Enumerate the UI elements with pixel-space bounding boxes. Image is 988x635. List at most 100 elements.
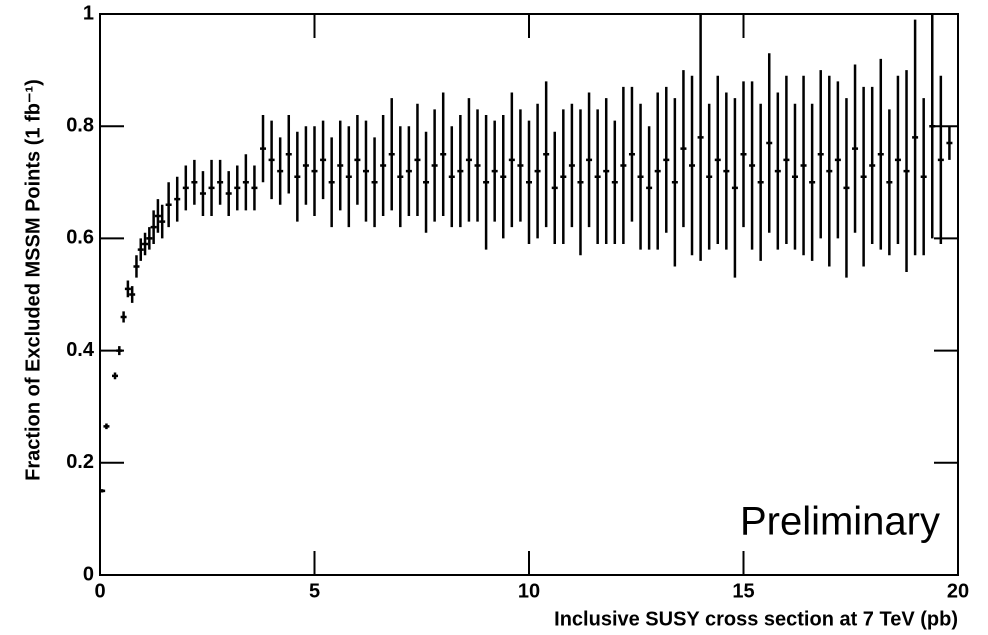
error-bar (894, 75, 901, 245)
error-bar (457, 114, 464, 228)
error-bar (628, 86, 635, 222)
error-bar (199, 171, 206, 216)
y-tick-label: 0.4 (66, 339, 95, 361)
error-bar (946, 126, 953, 160)
error-bar (869, 86, 876, 245)
error-bar (852, 64, 859, 233)
error-bar (560, 109, 567, 245)
error-bar (285, 114, 292, 194)
error-bar (337, 120, 344, 211)
error-bar (380, 114, 387, 216)
error-bar (146, 227, 153, 250)
error-bar (551, 131, 558, 245)
error-bar (112, 372, 119, 380)
error-bar (646, 126, 653, 250)
error-bar (843, 98, 850, 278)
error-bar (208, 159, 215, 216)
error-bar (671, 98, 678, 267)
error-bar (912, 19, 919, 256)
error-bar (165, 182, 172, 228)
error-bar (251, 165, 258, 211)
error-bar (354, 114, 361, 205)
error-bar (654, 92, 661, 250)
error-bar (277, 137, 284, 205)
error-bar (689, 75, 696, 256)
error-bar (133, 255, 140, 278)
error-bar (568, 103, 575, 228)
x-tick-label: 20 (947, 580, 969, 602)
error-bar (783, 75, 790, 245)
error-bar (414, 103, 421, 216)
error-bar (217, 159, 224, 205)
error-bar (260, 114, 267, 183)
error-bar (809, 103, 816, 261)
error-bar (860, 86, 867, 267)
error-bar (103, 423, 110, 430)
error-bar (397, 126, 404, 228)
error-bar (302, 126, 309, 205)
error-bar (594, 109, 601, 245)
error-bar (706, 103, 713, 250)
error-bar (388, 98, 395, 211)
error-bar (620, 86, 627, 245)
x-axis-title: Inclusive SUSY cross section at 7 TeV (p… (554, 608, 958, 630)
error-bar (234, 165, 241, 211)
error-bar (150, 210, 157, 245)
y-tick-label: 1 (83, 2, 94, 24)
error-bar (174, 176, 181, 222)
annotation: Preliminary (740, 500, 940, 544)
error-bar (431, 109, 438, 222)
error-bar (697, 14, 704, 261)
error-bar (663, 86, 670, 233)
error-bar (294, 131, 301, 222)
x-tick-label: 15 (732, 580, 754, 602)
error-bar (577, 109, 584, 256)
error-bar (800, 75, 807, 256)
error-bar (345, 126, 352, 228)
x-tick-label: 0 (94, 580, 105, 602)
error-bar (714, 75, 721, 245)
error-bar (723, 92, 730, 250)
error-bar (920, 98, 927, 256)
x-tick-label: 5 (309, 580, 320, 602)
error-bar (791, 103, 798, 250)
error-bar (877, 58, 884, 250)
error-bar (142, 232, 149, 256)
error-bar (311, 126, 318, 216)
error-bar (517, 109, 524, 222)
error-bar (586, 92, 593, 228)
error-bar (100, 489, 106, 493)
y-tick-label: 0.2 (66, 451, 94, 473)
error-bar (757, 103, 764, 261)
error-bar (191, 159, 198, 205)
error-bar (320, 120, 327, 200)
error-bar (508, 92, 515, 228)
error-bar (731, 98, 738, 278)
error-bar (371, 137, 378, 228)
y-tick-label: 0.8 (66, 114, 94, 136)
error-bar (543, 81, 550, 228)
error-bar (483, 114, 490, 250)
y-axis-title: Fraction of Excluded MSSM Points (1 fb⁻¹… (22, 79, 44, 481)
error-bar (159, 204, 166, 239)
error-bar (448, 126, 455, 228)
error-bar (242, 154, 249, 211)
error-bar (120, 311, 127, 323)
y-tick-label: 0 (83, 563, 94, 585)
marks (100, 14, 953, 493)
error-bar (826, 75, 833, 267)
error-bar (740, 81, 747, 228)
error-bar (611, 120, 618, 245)
error-bar (405, 126, 412, 216)
error-bar (137, 238, 144, 261)
error-bar (766, 53, 773, 233)
error-bar (440, 92, 447, 216)
error-bar (491, 120, 498, 222)
error-bar (886, 109, 893, 256)
error-bar (526, 120, 532, 245)
error-bar (124, 280, 131, 298)
error-bar (680, 70, 687, 228)
error-bar (834, 81, 841, 239)
error-bar (637, 103, 644, 250)
